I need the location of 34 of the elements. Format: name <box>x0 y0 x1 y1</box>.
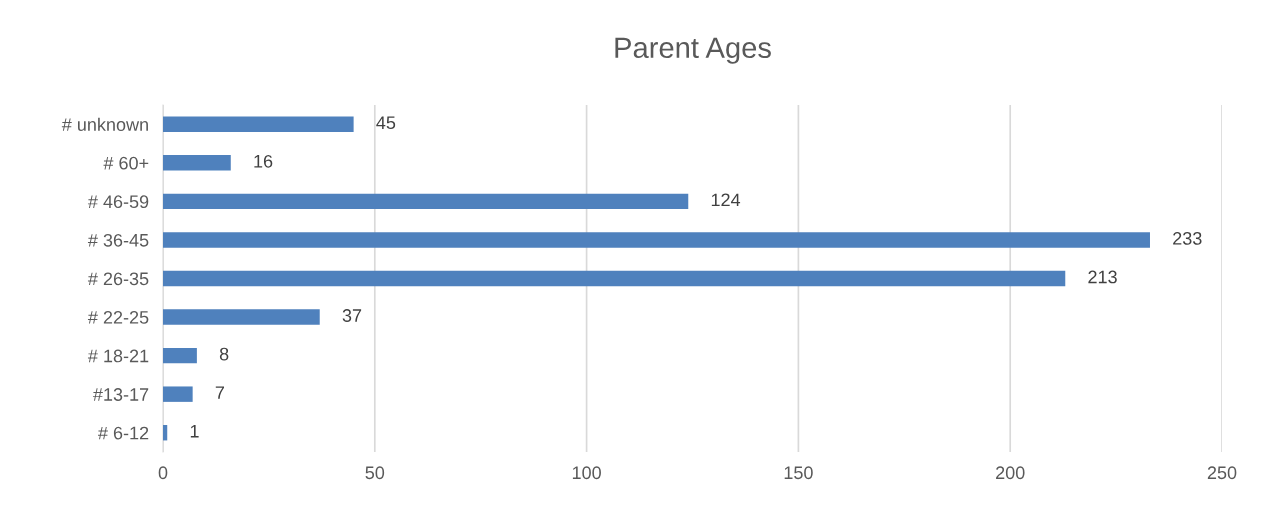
y-tick-label: # 26-35 <box>87 272 149 286</box>
bar <box>163 155 231 171</box>
x-tick-label: 250 <box>1207 466 1237 480</box>
y-tick-label: # 18-21 <box>87 349 149 363</box>
bar <box>163 309 320 325</box>
y-tick-label: # 6-12 <box>98 426 149 440</box>
data-label: 16 <box>254 154 273 168</box>
bar <box>163 270 1066 287</box>
data-label: 1 <box>190 424 199 438</box>
y-tick-label: # unknown <box>61 117 148 131</box>
x-tick-label: 50 <box>365 466 385 480</box>
data-label: 8 <box>219 347 229 361</box>
x-tick-label: 200 <box>996 466 1025 480</box>
bar <box>163 232 1150 248</box>
data-label: 37 <box>342 309 362 322</box>
data-label: 45 <box>376 116 396 130</box>
chart-title: Parent Ages <box>615 37 771 64</box>
data-label: 233 <box>1173 232 1202 245</box>
x-tick-label: 0 <box>158 466 168 480</box>
bar <box>163 386 193 402</box>
y-tick-label: # 36-45 <box>87 233 149 247</box>
bar <box>163 347 197 364</box>
bar <box>163 116 354 132</box>
data-label: 7 <box>215 386 225 399</box>
bar <box>163 425 168 441</box>
y-tick-label: # 22-25 <box>87 310 149 324</box>
y-tick-label: # 46-59 <box>87 195 149 209</box>
x-tick-label: 100 <box>572 466 601 480</box>
x-tick-label: 150 <box>784 466 813 480</box>
bar <box>163 193 689 210</box>
y-tick-label: #13-17 <box>92 388 149 401</box>
y-tick-label: # 60+ <box>103 156 149 170</box>
data-label: 124 <box>711 193 741 207</box>
data-label: 213 <box>1088 270 1117 284</box>
